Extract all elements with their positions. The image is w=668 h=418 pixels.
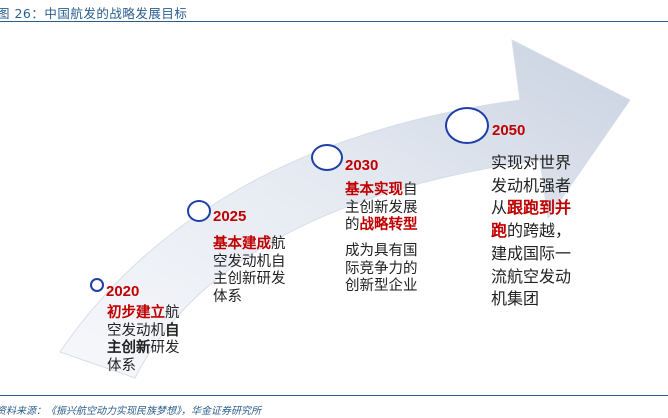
description-line: 创新型企业 [345, 278, 418, 296]
description-text: 研发 [150, 340, 180, 357]
description-text: 机集团 [491, 289, 540, 309]
description-line: 体系 [107, 358, 180, 376]
description-line: 空发动机自 [107, 323, 180, 341]
highlight-text: 跟跑到并 [507, 198, 572, 218]
description-text: 体系 [107, 358, 136, 375]
description-text: 实现对世界 [491, 153, 572, 172]
milestone-year: 2020 [106, 283, 140, 300]
milestone-year: 2030 [345, 157, 379, 174]
description-text: 成为具有国 [345, 243, 418, 260]
description-line: 建成国际一 [491, 243, 571, 266]
description-text: 建成国际一 [491, 243, 572, 263]
description-line: 流航空发动 [491, 266, 571, 289]
milestone-2020-marker [90, 278, 104, 292]
description-line: 实现对世界 [491, 152, 571, 175]
description-line: 空发动机自 [213, 254, 286, 272]
highlight-text: 战略转型 [359, 217, 418, 234]
description-text: 主创新发展 [345, 199, 418, 216]
milestone-year: 2050 [492, 122, 526, 139]
milestone-description: 初步建立航 空发动机自 主创新研发 体系 [107, 305, 180, 376]
milestone-year: 2025 [213, 208, 247, 225]
description-text: 创新型企业 [345, 278, 418, 295]
description-text: 自 [165, 322, 180, 339]
figure-header: 图 26：中国航发的战略发展目标 [0, 0, 668, 22]
milestone-2030-marker [311, 144, 343, 171]
description-text: 自 [403, 182, 418, 198]
description-text: 从 [491, 198, 508, 218]
description-line: 初步建立航 [107, 305, 180, 323]
description-line: 成为具有国 [345, 243, 418, 261]
source-note: 资料来源：《振兴航空动力实现民族梦想》，华金证券研究所 [0, 406, 261, 417]
description-line: 基本建成航 [213, 236, 286, 254]
description-text: 空发动机自 [213, 253, 286, 270]
description-text: 的跨越， [507, 221, 572, 241]
description-text: 主创新 [107, 340, 151, 357]
description-text: 航 [271, 236, 286, 252]
description-line: 机集团 [491, 288, 571, 311]
description-text: 发动机强者 [491, 175, 572, 195]
description-line: 际竞争力的 [345, 261, 418, 279]
description-text: 空发动机 [107, 322, 165, 339]
milestone-2025-marker [187, 200, 211, 222]
description-text: 主创新研发 [213, 271, 286, 288]
description-line: 跑的跨越， [491, 220, 571, 243]
description-line: 主创新发展 [345, 200, 418, 218]
milestone-description: 基本实现自 主创新发展 的战略转型成为具有国 际竞争力的 创新型企业 [345, 182, 418, 296]
highlight-text: 跑 [491, 221, 508, 241]
milestone-2050-marker [445, 107, 489, 144]
description-text: 的 [345, 217, 360, 234]
milestone-description: 基本建成航 空发动机自 主创新研发 体系 [213, 236, 286, 307]
description-line: 基本实现自 [345, 182, 418, 200]
description-text: 体系 [213, 289, 242, 306]
highlight-text: 基本实现 [345, 182, 403, 198]
milestone-description: 实现对世界 发动机强者 从跟跑到并 跑的跨越， 建成国际一 流航空发动 机集团 [491, 152, 571, 311]
description-line: 主创新研发 [213, 271, 286, 289]
description-line: 体系 [213, 289, 286, 307]
description-text: 流航空发动 [491, 266, 572, 286]
description-line: 发动机强者 [491, 175, 571, 198]
description-text: 际竞争力的 [345, 260, 418, 277]
highlight-text: 初步建立 [107, 305, 165, 321]
figure-caption: 图 26：中国航发的战略发展目标 [0, 6, 188, 21]
description-line: 的战略转型 [345, 217, 418, 235]
figure-footer: 资料来源：《振兴航空动力实现民族梦想》，华金证券研究所 [0, 395, 668, 418]
description-line: 从跟跑到并 [491, 197, 571, 220]
highlight-text: 基本建成 [213, 236, 271, 252]
description-line: 主创新研发 [107, 340, 180, 358]
description-text: 航 [165, 305, 180, 321]
